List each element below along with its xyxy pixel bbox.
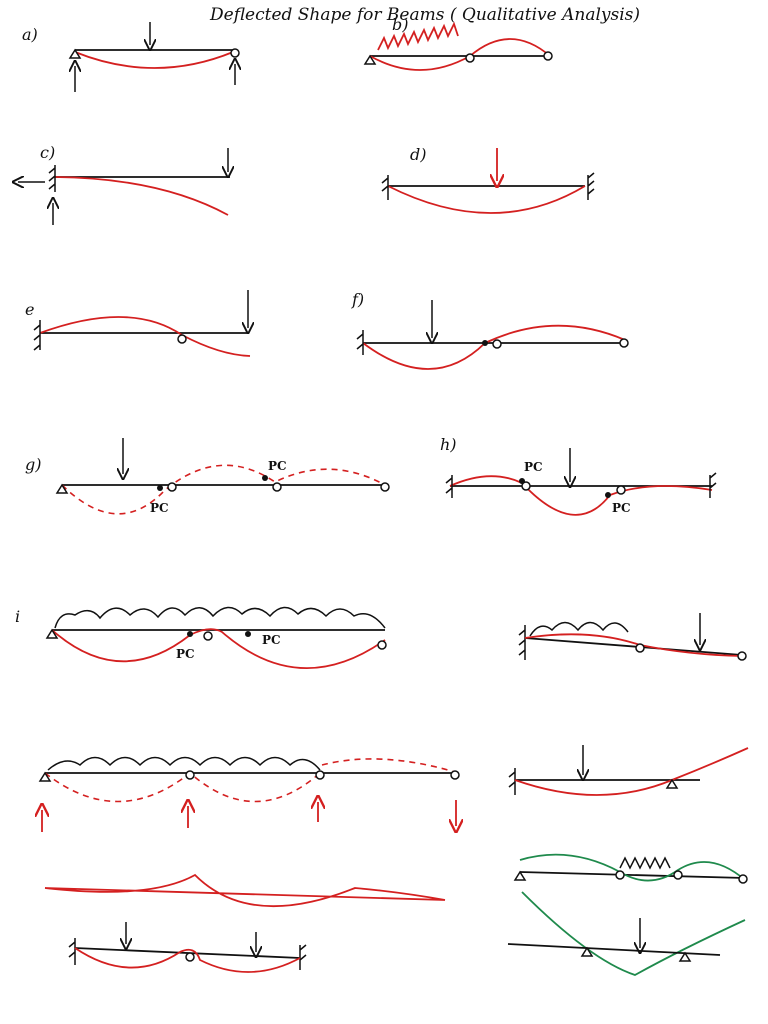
panel-g: g) PC PC xyxy=(25,438,390,515)
panel-sketches xyxy=(40,613,749,976)
panel-label: f) xyxy=(351,290,364,309)
panel-label: g) xyxy=(25,455,41,474)
hinge-note: PC xyxy=(176,647,195,661)
hinge-note: PC xyxy=(268,459,287,473)
panel-label: h) xyxy=(440,435,457,454)
panel-label: a) xyxy=(22,25,38,44)
panel-label: b) xyxy=(392,15,408,34)
hinge-note: PC xyxy=(612,501,631,515)
panel-i: i PC PC xyxy=(15,606,387,669)
panel-c: c) xyxy=(18,143,230,225)
panel-d: d) xyxy=(381,145,595,214)
panel-e: e xyxy=(25,290,250,357)
page-title: Deflected Shape for Beams ( Qualitative … xyxy=(209,5,640,25)
panel-label: d) xyxy=(410,145,426,164)
panel-b: b) xyxy=(363,15,553,71)
panel-a: a) xyxy=(22,22,239,92)
hinge-note: PC xyxy=(524,460,543,474)
panel-h: h) PC PC xyxy=(440,435,717,516)
panel-f: f) xyxy=(351,290,629,370)
panel-label: i xyxy=(15,607,20,626)
panel-label: e xyxy=(25,300,34,319)
hinge-note: PC xyxy=(150,501,169,515)
panel-label: c) xyxy=(40,143,55,162)
hinge-note: PC xyxy=(262,633,281,647)
